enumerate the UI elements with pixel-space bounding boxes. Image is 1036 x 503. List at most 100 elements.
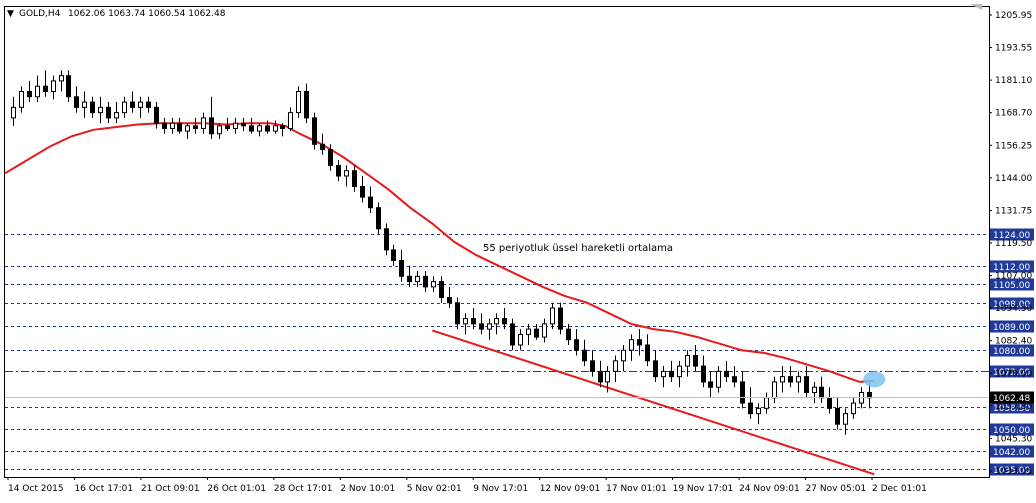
candle-body	[43, 85, 48, 92]
candle-body	[415, 275, 420, 283]
candle-body	[138, 101, 143, 108]
candle-body	[360, 186, 365, 198]
candle-body	[51, 80, 56, 92]
candle-body	[146, 101, 151, 108]
x-tick-label: 27 Nov 05:01	[806, 484, 867, 494]
candle-body	[106, 106, 111, 119]
current-price-label: 1062.48	[993, 394, 1030, 404]
one-click-trading-icon[interactable]	[970, 4, 982, 10]
candle-body	[518, 333, 523, 346]
y-tick-label: 1045.30	[995, 434, 1032, 444]
candle-body	[804, 376, 809, 394]
current-price-layer: 1062.48	[5, 391, 1034, 404]
candle-body	[756, 407, 761, 415]
x-tick-label: 26 Oct 01:01	[207, 484, 266, 494]
level-label-box	[990, 278, 1034, 291]
x-tick-label: 5 Nov 02:01	[407, 484, 462, 494]
candle-body	[534, 328, 539, 338]
candle-body	[225, 125, 230, 129]
candle-body	[399, 259, 404, 277]
candle-body	[257, 125, 262, 132]
level-label-box	[990, 401, 1034, 414]
y-tick-label: 1082.40	[995, 337, 1032, 347]
candle-body	[645, 344, 650, 362]
candle-body	[122, 101, 127, 114]
trend-layer	[431, 329, 875, 476]
x-tick-label: 14 Oct 2015	[8, 484, 64, 494]
candle-body	[185, 125, 190, 132]
candle-body	[605, 370, 610, 383]
trend-line	[431, 329, 875, 476]
ema-line	[4, 122, 875, 383]
level-label-box	[990, 228, 1034, 241]
candle-body	[11, 106, 16, 119]
level-label-box	[990, 297, 1034, 310]
level-label: 1089.00	[993, 323, 1030, 333]
candle-body	[98, 106, 103, 114]
level-label-box	[990, 260, 1034, 273]
y-tick-label: 1107.00	[995, 272, 1032, 282]
candle-body	[280, 125, 285, 129]
candle-body	[344, 170, 349, 177]
candle-body	[296, 90, 301, 114]
candle-body	[114, 112, 119, 119]
level-label: 1072.00	[993, 368, 1030, 378]
candle-body	[716, 370, 721, 388]
candle-body	[384, 228, 389, 251]
candle-body	[177, 122, 182, 132]
candle-body	[66, 75, 71, 98]
x-tick-label: 12 Nov 09:01	[540, 484, 601, 494]
candle-body	[249, 125, 254, 132]
level-label-box	[990, 344, 1034, 357]
level-label: 1098.00	[993, 300, 1030, 310]
level-label: 1112.00	[993, 263, 1030, 273]
candle-body	[701, 365, 706, 383]
y-tick-label: 1144.00	[995, 174, 1032, 184]
candle-body	[423, 275, 428, 288]
candle-body	[487, 323, 492, 330]
candle-body	[241, 122, 246, 127]
candle-body	[677, 365, 682, 378]
candle-body	[796, 376, 801, 383]
candle-body	[391, 249, 396, 261]
candle-body	[590, 360, 595, 372]
candle-body	[59, 75, 64, 82]
candle-body	[661, 370, 666, 378]
candle-body	[209, 117, 214, 135]
candle-body	[835, 407, 840, 425]
candle-body	[629, 339, 634, 351]
ema-layer	[4, 122, 875, 383]
candle-body	[27, 90, 32, 98]
candle-body	[170, 122, 175, 129]
candle-body	[336, 164, 341, 177]
candle-body	[439, 281, 444, 298]
y-axis: 1205.95 1193.55 1181.10 1168.70 1156.25 1144.…	[989, 11, 1032, 477]
plot-frame	[4, 6, 990, 478]
candle-body	[851, 402, 856, 415]
candle-layer	[11, 70, 872, 435]
x-tick-label: 2 Dec 01:01	[872, 484, 927, 494]
candle-body	[582, 349, 587, 362]
candle-body	[217, 125, 222, 135]
level-label-box	[990, 423, 1034, 436]
candle-body	[542, 323, 547, 338]
candle-body	[201, 117, 206, 129]
candle-body	[455, 302, 460, 325]
level-label: 1124.00	[993, 231, 1030, 241]
candle-body	[368, 196, 373, 209]
symbol-label: GOLD,H4	[19, 9, 61, 19]
dropdown-arrow-icon[interactable]: ▼	[7, 9, 14, 19]
x-tick-label: 2 Nov 10:01	[340, 484, 395, 494]
candle-body	[273, 125, 278, 132]
candle-body	[494, 318, 499, 325]
y-tick-label: 1131.75	[995, 206, 1032, 216]
candle-body	[598, 370, 603, 383]
x-tick-label: 21 Oct 09:01	[141, 484, 200, 494]
x-axis: 14 Oct 2015 16 Oct 17:01 21 Oct 09:01 26 Oc…	[7, 477, 927, 494]
level-label-box	[990, 463, 1034, 476]
candle-body	[320, 143, 325, 151]
level-label: 1080.00	[993, 347, 1030, 357]
candle-body	[431, 281, 436, 288]
candle-body	[550, 307, 555, 325]
